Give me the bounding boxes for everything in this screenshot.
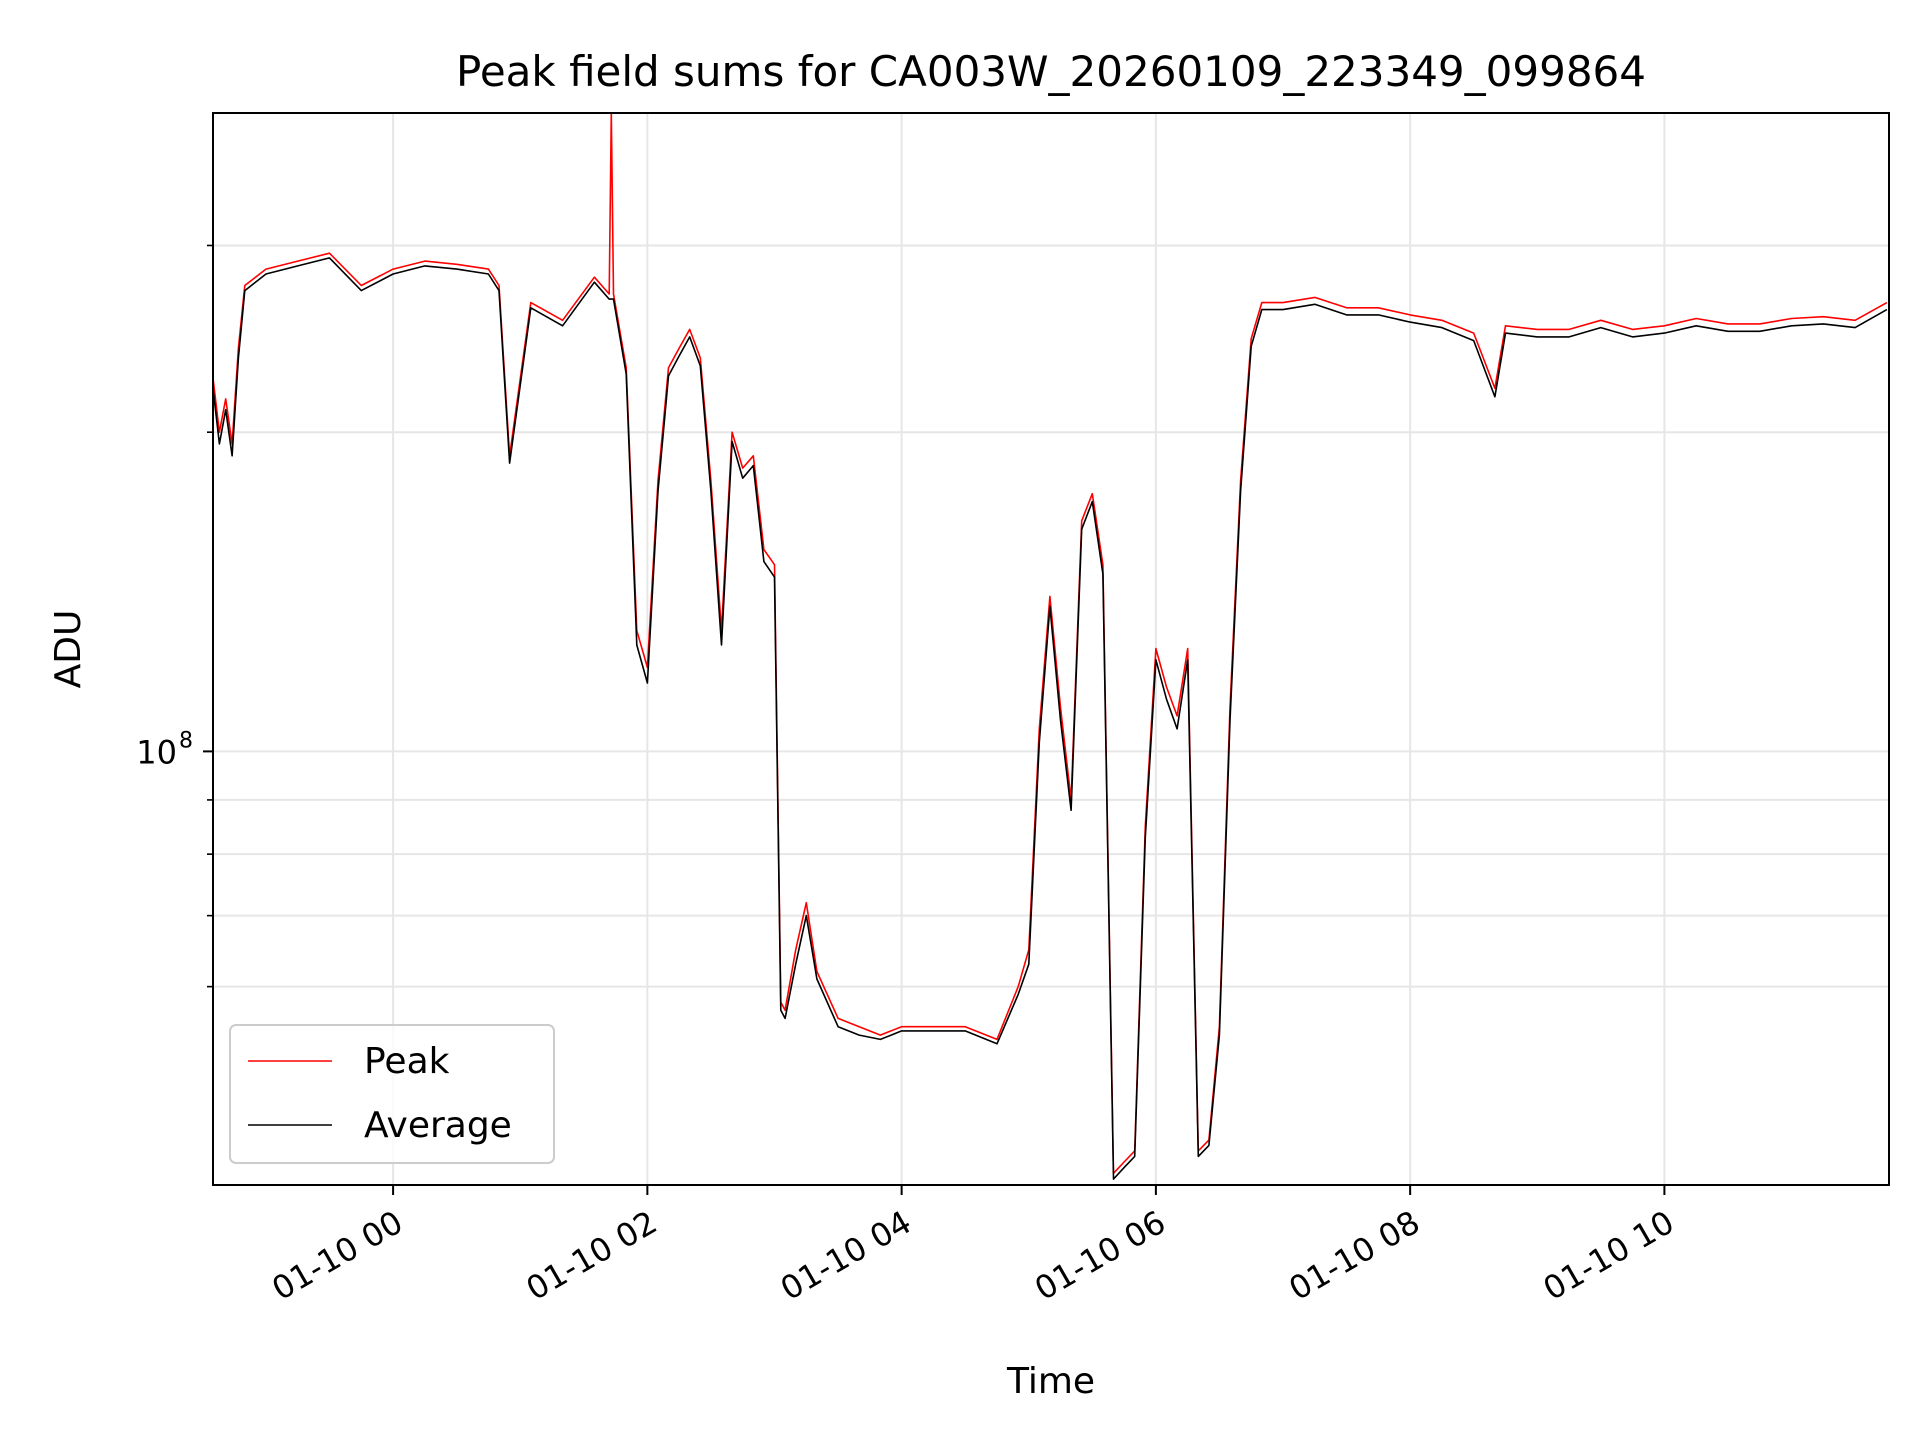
legend-label-peak: Peak xyxy=(364,1041,450,1082)
grid xyxy=(213,113,1889,1185)
x-axis-label: Time xyxy=(1006,1361,1095,1402)
series-line-peak xyxy=(212,112,1888,1175)
plot-area-frame xyxy=(212,112,1890,1186)
chart-title: Peak field sums for CA003W_20260109_2233… xyxy=(456,47,1646,96)
y-tick-label-base: 10 xyxy=(136,733,177,771)
series-lines xyxy=(212,112,1888,1180)
legend-box xyxy=(229,1024,555,1164)
plot-area-background xyxy=(213,113,1889,1185)
y-tick-label-exponent: 8 xyxy=(179,728,193,753)
series-line-average xyxy=(212,257,1888,1180)
legend: Peak Average xyxy=(229,1024,555,1164)
legend-label-average: Average xyxy=(364,1105,512,1146)
y-axis-label: ADU xyxy=(48,610,89,689)
